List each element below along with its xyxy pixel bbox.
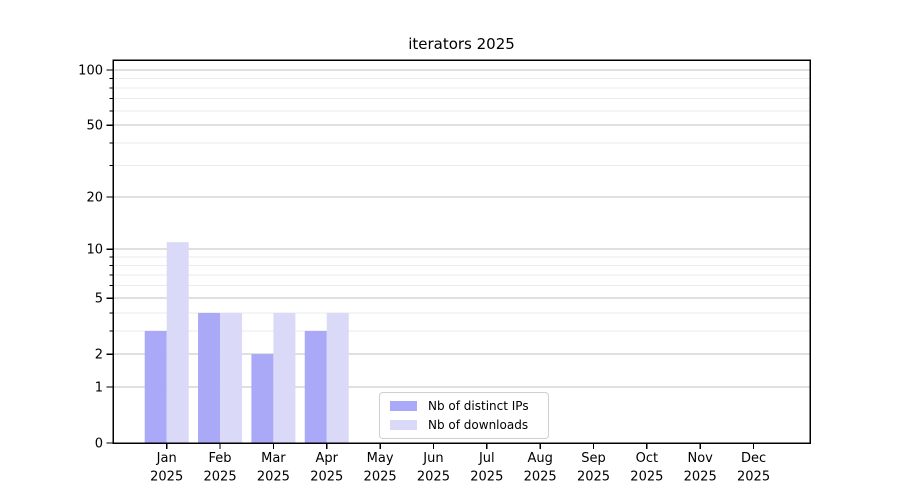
x-tick-label-month: May	[367, 451, 394, 466]
legend-label: Nb of distinct IPs	[428, 399, 529, 413]
y-tick-label: 1	[95, 380, 103, 395]
legend: Nb of distinct IPs Nb of downloads	[379, 392, 549, 439]
x-tick-label-month: Dec	[741, 451, 766, 466]
x-tick-label-month: Mar	[261, 451, 286, 466]
y-tick-label: 20	[86, 190, 103, 205]
legend-item: Nb of distinct IPs	[390, 399, 542, 413]
x-tick-label-year: 2025	[310, 470, 343, 485]
x-tick-label-month: Jun	[422, 451, 443, 466]
x-tick-label-year: 2025	[577, 470, 610, 485]
x-tick-label-month: Sep	[581, 451, 606, 466]
bar	[304, 330, 327, 443]
x-tick-label-year: 2025	[524, 470, 557, 485]
x-tick-label-year: 2025	[204, 470, 237, 485]
x-tick-label-month: Nov	[688, 451, 714, 466]
bar	[144, 330, 167, 443]
x-tick-label-year: 2025	[364, 470, 397, 485]
chart-title: iterators 2025	[408, 35, 515, 53]
x-tick-label-month: Feb	[209, 451, 232, 466]
bar	[273, 312, 296, 443]
bar	[326, 312, 349, 443]
x-tick-label-year: 2025	[150, 470, 183, 485]
y-tick-label: 0	[95, 437, 103, 452]
x-tick-label-month: Oct	[636, 451, 658, 466]
x-tick-label-year: 2025	[737, 470, 770, 485]
legend-swatch	[390, 401, 417, 411]
x-tick-label-year: 2025	[684, 470, 717, 485]
y-tick-label: 100	[78, 64, 103, 79]
y-tick-label: 10	[86, 243, 103, 258]
legend-swatch	[390, 420, 417, 430]
y-tick-label: 50	[86, 119, 103, 134]
x-tick-label-year: 2025	[630, 470, 663, 485]
legend-item: Nb of downloads	[390, 418, 542, 432]
x-tick-label-month: Aug	[527, 451, 552, 466]
x-tick-label-month: Jul	[478, 451, 495, 466]
x-tick-label-month: Apr	[316, 451, 339, 466]
legend-label: Nb of downloads	[428, 418, 529, 432]
x-tick-label-month: Jan	[156, 451, 177, 466]
x-tick-label-year: 2025	[470, 470, 503, 485]
y-tick-label: 5	[95, 292, 103, 307]
y-tick-label: 2	[95, 348, 103, 363]
bar	[198, 312, 221, 443]
x-tick-label-year: 2025	[257, 470, 290, 485]
bar	[251, 354, 274, 443]
bar	[166, 242, 189, 443]
x-tick-label-year: 2025	[417, 470, 450, 485]
bar	[220, 312, 243, 443]
plot-border	[112, 59, 811, 444]
